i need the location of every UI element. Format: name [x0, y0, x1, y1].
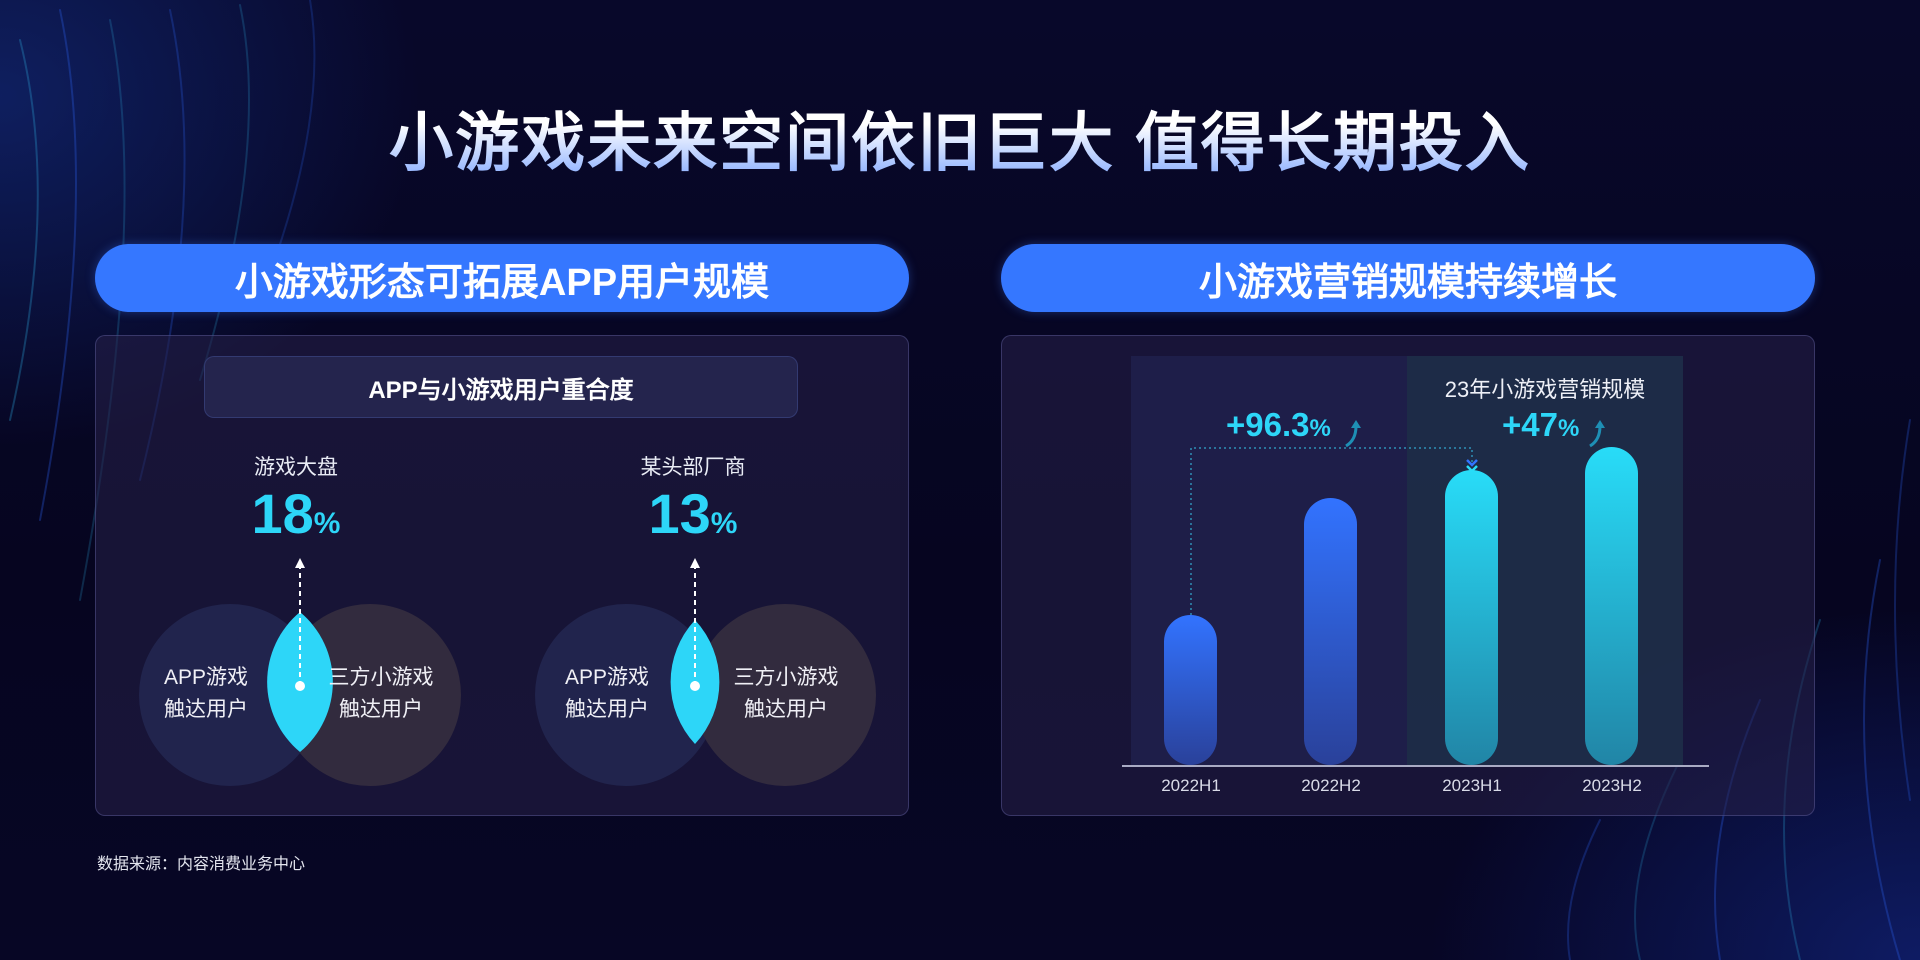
page-title: 小游戏未来空间依旧巨大 值得长期投入 [0, 92, 1920, 184]
bar-2023H1 [1445, 470, 1498, 765]
left-panel: APP与小游戏用户重合度 游戏大盘 18% APP游戏 触达用户 三方小游戏 触… [95, 335, 909, 816]
x-tick-label: 2022H1 [1161, 776, 1221, 795]
chevron-down-icon [1466, 459, 1478, 467]
left-circle-text: APP游戏 触达用户 [564, 666, 650, 721]
arrow-up-icon [295, 558, 305, 568]
x-tick-label: 2023H1 [1442, 776, 1502, 795]
growth-23-label: +47% [1502, 406, 1580, 443]
x-tick-label: 2022H2 [1301, 776, 1361, 795]
bar-2022H2 [1304, 498, 1357, 765]
right-panel: 23年小游戏营销规模 +96.3% +47% 2022H1 2022H2 202… [1001, 335, 1815, 816]
venn-top-vendor: 某头部厂商 13% [593, 336, 793, 817]
overlap-lens [267, 558, 333, 752]
growth-connector [1190, 447, 1478, 615]
right-circle-text: 三方小游戏 触达用户 [733, 666, 839, 721]
left-section-header: 小游戏形态可拓展APP用户规模 [95, 244, 909, 312]
x-axis [1122, 765, 1709, 767]
x-tick-label: 2023H2 [1582, 776, 1642, 795]
highlight-label: 23年小游戏营销规模 [1444, 377, 1646, 402]
trend-up-arrow-icon [1345, 420, 1361, 448]
left-circle-text: APP游戏 触达用户 [163, 666, 249, 721]
trend-up-arrow-icon [1589, 420, 1605, 448]
venn-label: 某头部厂商 [640, 456, 746, 479]
data-source-note: 数据来源：内容消费业务中心 [97, 856, 306, 873]
venn-game-market: 游戏大盘 18% [196, 336, 396, 817]
bar-2022H1 [1164, 615, 1217, 765]
bar-2023H2 [1585, 447, 1638, 765]
right-circle-text: 三方小游戏 触达用户 [328, 666, 434, 721]
arrow-up-icon [690, 558, 700, 568]
overlap-subheader: APP与小游戏用户重合度 [204, 356, 798, 418]
venn-percentage: 18% [251, 482, 341, 545]
venn-label: 游戏大盘 [254, 456, 338, 479]
mini-game-users-circle [694, 604, 876, 786]
overlap-lens [670, 558, 720, 744]
right-section-header: 小游戏营销规模持续增长 [1001, 244, 1815, 312]
growth-yoy-label: +96.3% [1226, 406, 1331, 443]
venn-percentage: 13% [648, 482, 738, 545]
